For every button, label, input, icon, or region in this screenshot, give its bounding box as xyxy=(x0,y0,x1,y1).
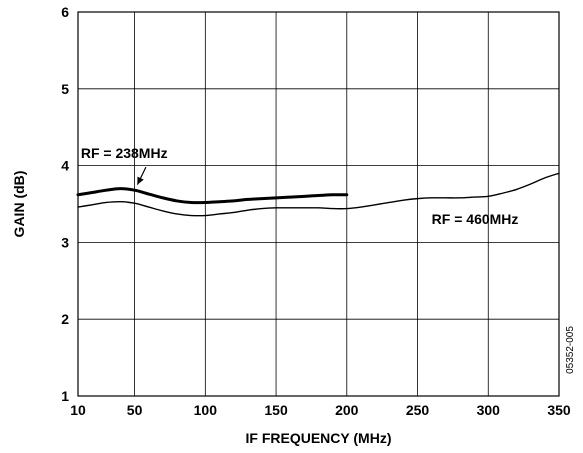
x-tick-label: 200 xyxy=(335,402,359,418)
x-tick-label: 10 xyxy=(70,402,86,418)
grid-lines xyxy=(78,12,559,396)
y-tick-labels: 1 2 3 4 5 6 xyxy=(61,4,69,404)
figure-id: 05352-005 xyxy=(565,326,576,374)
annotation-arrowhead xyxy=(137,176,144,185)
x-tick-labels: 10 50 100 150 200 250 300 350 xyxy=(70,402,571,418)
y-axis-title: GAIN (dB) xyxy=(11,171,27,238)
x-tick-label: 250 xyxy=(406,402,430,418)
annotation-label-2: RF = 460MHz xyxy=(432,211,519,227)
y-tick-label: 6 xyxy=(61,4,69,20)
x-tick-label: 150 xyxy=(264,402,288,418)
y-tick-label: 1 xyxy=(61,388,69,404)
series-layer xyxy=(76,172,560,217)
x-tick-label: 350 xyxy=(547,402,571,418)
annotation-label-1: RF = 238MHz xyxy=(81,145,168,161)
y-tick-label: 4 xyxy=(61,158,69,174)
y-tick-label: 2 xyxy=(61,311,69,327)
plot-frame xyxy=(77,11,560,397)
y-tick-label: 3 xyxy=(61,234,69,250)
x-tick-label: 300 xyxy=(477,402,501,418)
x-axis-title: IF FREQUENCY (MHz) xyxy=(246,430,392,446)
x-tick-label: 50 xyxy=(127,402,143,418)
series-line-2 xyxy=(77,172,560,217)
x-tick-label: 100 xyxy=(194,402,218,418)
annotations: RF = 238MHz RF = 460MHz xyxy=(81,145,519,227)
series-line-1 xyxy=(76,187,349,205)
y-tick-label: 5 xyxy=(61,81,69,97)
